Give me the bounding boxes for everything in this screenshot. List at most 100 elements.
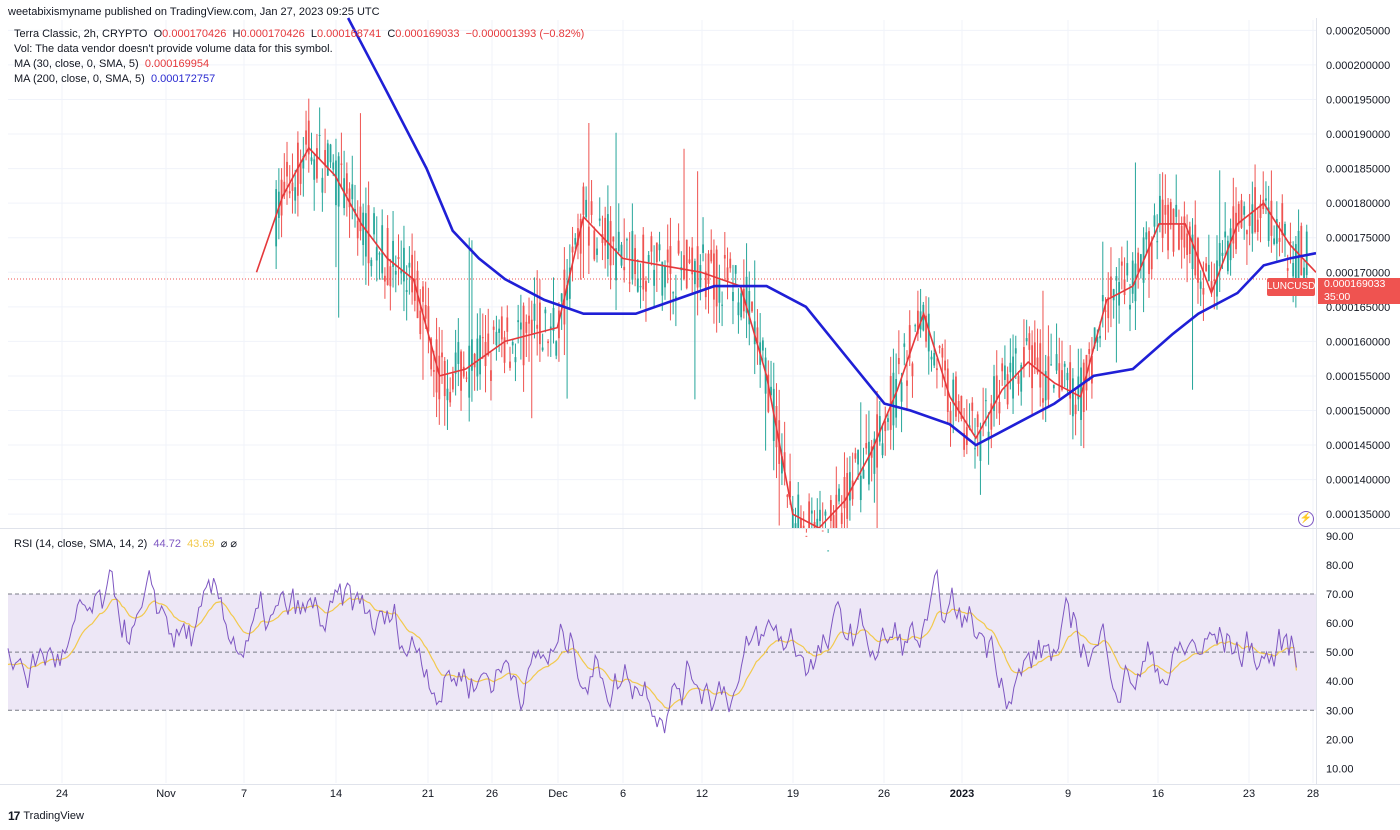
candle-body — [873, 438, 876, 474]
candle-body — [487, 333, 490, 356]
ma30-row[interactable]: MA (30, close, 0, SMA, 5) 0.000169954 — [14, 57, 584, 72]
candle-body — [1275, 218, 1278, 244]
candle-body — [1137, 252, 1140, 273]
candle-body — [329, 144, 332, 163]
candle-body — [1074, 404, 1077, 415]
candle-body — [734, 265, 737, 274]
candle-body — [1052, 384, 1055, 389]
rsi-legend[interactable]: RSI (14, close, SMA, 14, 2) 44.72 43.69 … — [14, 537, 237, 550]
candle-body — [1294, 244, 1297, 281]
candle-body — [925, 315, 927, 342]
candle-body — [577, 228, 579, 246]
candle-body — [364, 213, 367, 257]
candle-body — [878, 416, 881, 442]
candle-body — [647, 254, 650, 263]
candle-body — [604, 217, 607, 246]
candle-body — [1150, 242, 1153, 270]
candle-body — [457, 342, 460, 364]
change-value: −0.000001393 (−0.82%) — [465, 28, 585, 40]
candle-body — [1237, 204, 1240, 225]
author-name[interactable]: weetabixismyname — [8, 6, 102, 18]
candle-body — [422, 286, 424, 302]
candle-body — [884, 421, 887, 432]
candle-body — [351, 184, 354, 200]
candle-body — [601, 234, 604, 243]
candle-body — [1036, 357, 1039, 373]
candle-body — [1180, 225, 1183, 240]
lightning-icon[interactable]: ⚡ — [1298, 511, 1314, 527]
rsi-tick-label: 60.00 — [1326, 618, 1354, 630]
candle-body — [672, 292, 675, 294]
candle-body — [764, 357, 767, 394]
footer-brand[interactable]: TradingView — [23, 810, 84, 822]
candle-body — [381, 225, 384, 274]
open-label: O — [153, 28, 163, 40]
price-tick-label: 0.000185000 — [1326, 164, 1390, 176]
candle-body — [821, 530, 824, 532]
symbol-title[interactable]: Terra Classic, 2h, CRYPTO — [14, 28, 148, 40]
candle-body — [503, 337, 506, 363]
candle-body — [810, 510, 813, 514]
candle-body — [816, 518, 819, 528]
rsi-tick-label: 30.00 — [1326, 705, 1354, 717]
candle-body — [528, 315, 530, 324]
candle-body — [626, 239, 628, 241]
rsi-tick-label: 10.00 — [1326, 763, 1354, 775]
x-tick-label: 19 — [787, 788, 799, 800]
candle-body — [1191, 234, 1194, 270]
candle-body — [1167, 204, 1169, 251]
ma200-row[interactable]: MA (200, close, 0, SMA, 5) 0.000172757 — [14, 72, 584, 87]
candle-body — [897, 357, 900, 365]
candle-body — [1069, 362, 1072, 399]
candle-body — [1188, 226, 1191, 254]
candle-body — [797, 494, 800, 528]
candle-body — [375, 247, 378, 261]
candle-body — [965, 427, 968, 446]
price-tick-label: 0.000180000 — [1326, 198, 1390, 210]
candle-body — [767, 374, 770, 412]
ma30-line — [255, 146, 1317, 529]
open-value: 0.000170426 — [162, 28, 227, 40]
candle-body — [1009, 362, 1012, 373]
tradingview-logo[interactable]: 17 — [8, 809, 20, 823]
candle-body — [495, 331, 498, 346]
candle-body — [887, 418, 889, 422]
candle-body — [316, 148, 318, 179]
candle-body — [1120, 261, 1123, 266]
candle-body — [1123, 279, 1126, 296]
candle-body — [288, 191, 291, 194]
ma200-line — [346, 17, 1317, 447]
x-tick-label: 2023 — [950, 788, 974, 800]
candle-body — [533, 303, 536, 321]
candle-body — [1131, 260, 1134, 294]
candle-body — [849, 472, 851, 501]
candle-body — [976, 414, 979, 428]
candle-body — [1199, 281, 1202, 289]
candle-body — [933, 352, 936, 366]
candle-body — [1004, 365, 1006, 380]
candle-body — [819, 509, 821, 522]
candle-body — [536, 324, 539, 329]
candle-body — [1129, 304, 1131, 310]
candle-body — [1107, 297, 1110, 319]
candle-body — [552, 307, 555, 331]
candle-body — [1159, 195, 1161, 224]
volume-note: Vol: The data vendor doesn't provide vol… — [14, 43, 333, 55]
candle-body — [655, 242, 658, 263]
candle-body — [990, 403, 993, 430]
candle-body — [522, 305, 525, 366]
x-tick-label: 14 — [330, 788, 342, 800]
candle-body — [1303, 267, 1305, 285]
candle-body — [359, 206, 362, 232]
price-tick-label: 0.000190000 — [1326, 129, 1390, 141]
candle-body — [1033, 342, 1036, 366]
candle-body — [294, 187, 297, 201]
candle-body — [835, 494, 838, 528]
candle-body — [1218, 243, 1221, 267]
candle-body — [356, 220, 359, 239]
candle-body — [1039, 343, 1042, 388]
candle-body — [783, 452, 786, 472]
candle-body — [1202, 288, 1205, 295]
candle-body — [664, 266, 666, 288]
